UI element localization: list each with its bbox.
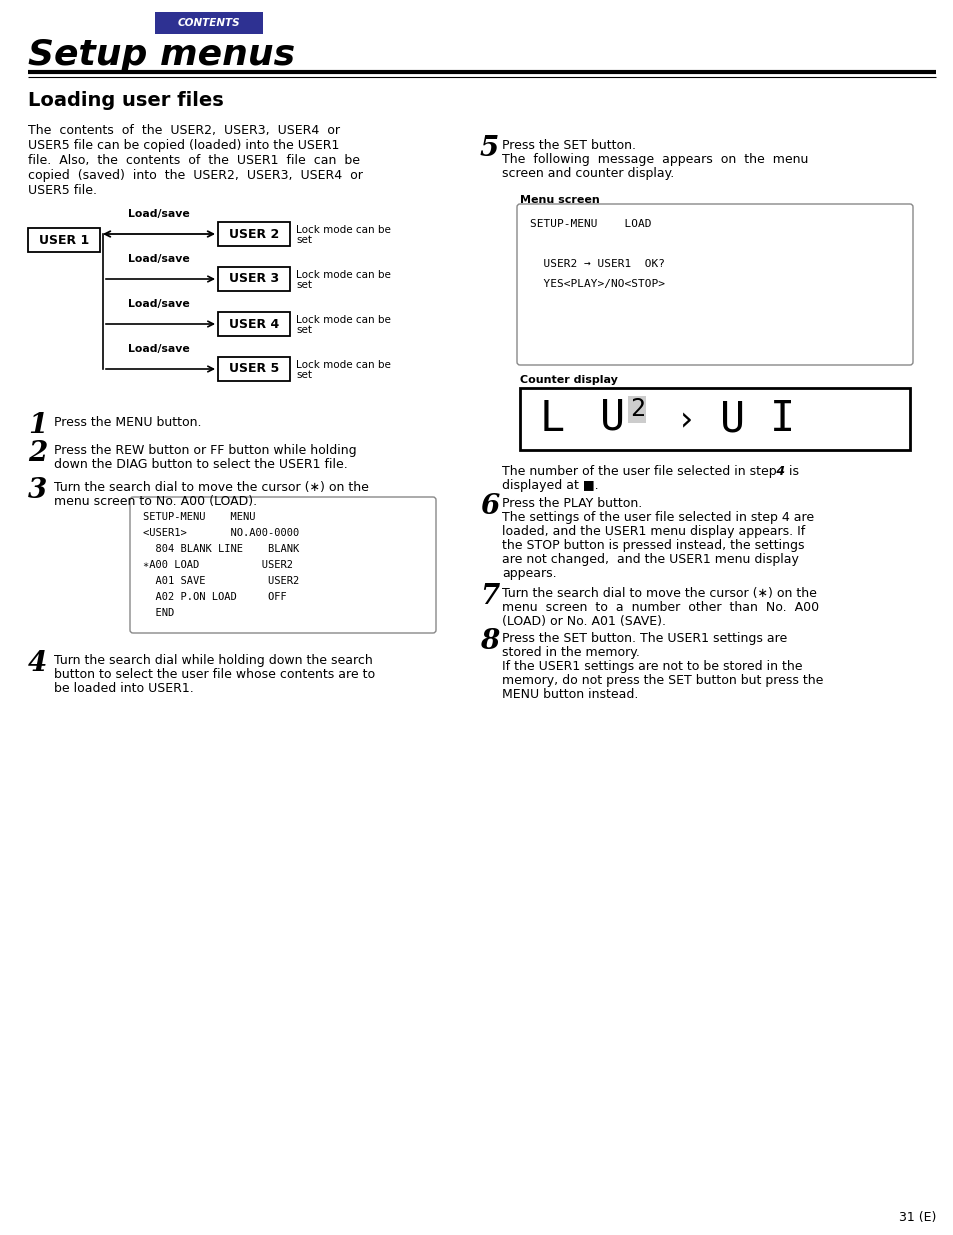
Text: Load/save: Load/save bbox=[128, 345, 190, 354]
Text: 7: 7 bbox=[479, 583, 498, 610]
Text: USER 3: USER 3 bbox=[229, 273, 279, 285]
Text: The  contents  of  the  USER2,  USER3,  USER4  or: The contents of the USER2, USER3, USER4 … bbox=[28, 124, 339, 137]
Text: displayed at ■.: displayed at ■. bbox=[501, 479, 598, 492]
FancyBboxPatch shape bbox=[218, 222, 290, 246]
Text: Load/save: Load/save bbox=[128, 209, 190, 219]
Text: button to select the user file whose contents are to: button to select the user file whose con… bbox=[54, 668, 375, 680]
Text: The settings of the user file selected in step 4 are: The settings of the user file selected i… bbox=[501, 511, 813, 524]
FancyBboxPatch shape bbox=[154, 12, 263, 35]
Text: is: is bbox=[784, 466, 799, 478]
Text: Turn the search dial to move the cursor (∗) on the: Turn the search dial to move the cursor … bbox=[54, 480, 369, 494]
Text: set: set bbox=[295, 280, 312, 290]
Text: I: I bbox=[769, 398, 794, 440]
Text: Press the SET button. The USER1 settings are: Press the SET button. The USER1 settings… bbox=[501, 632, 786, 645]
Text: 4: 4 bbox=[28, 650, 48, 677]
Text: 3: 3 bbox=[28, 477, 48, 504]
Text: Load/save: Load/save bbox=[128, 254, 190, 264]
Text: 4: 4 bbox=[771, 466, 784, 478]
Text: U: U bbox=[599, 396, 624, 438]
Text: <USER1>       NO.A00-0000: <USER1> NO.A00-0000 bbox=[143, 529, 299, 538]
Text: Press the MENU button.: Press the MENU button. bbox=[54, 416, 201, 429]
Text: MENU button instead.: MENU button instead. bbox=[501, 688, 638, 701]
Text: L: L bbox=[539, 398, 564, 440]
Text: set: set bbox=[295, 235, 312, 245]
FancyBboxPatch shape bbox=[130, 496, 436, 634]
Text: CONTENTS: CONTENTS bbox=[177, 19, 240, 28]
Text: Press the REW button or FF button while holding: Press the REW button or FF button while … bbox=[54, 445, 356, 457]
Text: stored in the memory.: stored in the memory. bbox=[501, 646, 639, 659]
FancyBboxPatch shape bbox=[218, 312, 290, 336]
FancyBboxPatch shape bbox=[218, 267, 290, 291]
Text: 804 BLANK LINE    BLANK: 804 BLANK LINE BLANK bbox=[143, 543, 299, 555]
Text: screen and counter display.: screen and counter display. bbox=[501, 167, 674, 180]
FancyBboxPatch shape bbox=[517, 204, 912, 366]
Text: The number of the user file selected in step: The number of the user file selected in … bbox=[501, 466, 776, 478]
Text: Press the PLAY button.: Press the PLAY button. bbox=[501, 496, 641, 510]
Text: USER 4: USER 4 bbox=[229, 317, 279, 331]
Text: USER 1: USER 1 bbox=[39, 233, 89, 247]
Text: file.  Also,  the  contents  of  the  USER1  file  can  be: file. Also, the contents of the USER1 fi… bbox=[28, 154, 359, 167]
Text: are not changed,  and the USER1 menu display: are not changed, and the USER1 menu disp… bbox=[501, 553, 798, 566]
Text: Lock mode can be: Lock mode can be bbox=[295, 225, 391, 235]
Text: be loaded into USER1.: be loaded into USER1. bbox=[54, 682, 193, 695]
Text: USER5 file can be copied (loaded) into the USER1: USER5 file can be copied (loaded) into t… bbox=[28, 140, 339, 152]
Text: YES<PLAY>/NO<STOP>: YES<PLAY>/NO<STOP> bbox=[530, 279, 664, 289]
Text: Lock mode can be: Lock mode can be bbox=[295, 359, 391, 370]
Text: 8: 8 bbox=[479, 629, 498, 655]
Text: set: set bbox=[295, 325, 312, 335]
Text: ›: › bbox=[679, 405, 693, 437]
Text: SETUP-MENU    MENU: SETUP-MENU MENU bbox=[143, 513, 255, 522]
Text: Turn the search dial while holding down the search: Turn the search dial while holding down … bbox=[54, 655, 373, 667]
Text: menu  screen  to  a  number  other  than  No.  A00: menu screen to a number other than No. A… bbox=[501, 601, 819, 614]
Text: the STOP button is pressed instead, the settings: the STOP button is pressed instead, the … bbox=[501, 538, 803, 552]
Text: 1: 1 bbox=[28, 412, 48, 438]
Text: USER5 file.: USER5 file. bbox=[28, 184, 97, 198]
FancyBboxPatch shape bbox=[28, 228, 100, 252]
Text: END: END bbox=[143, 608, 174, 618]
Text: 31 (E): 31 (E) bbox=[898, 1212, 935, 1224]
Text: USER 5: USER 5 bbox=[229, 363, 279, 375]
Text: 6: 6 bbox=[479, 493, 498, 520]
Text: Load/save: Load/save bbox=[128, 299, 190, 309]
Text: A02 P.ON LOAD     OFF: A02 P.ON LOAD OFF bbox=[143, 592, 287, 601]
Text: USER 2: USER 2 bbox=[229, 227, 279, 241]
Text: (LOAD) or No. A01 (SAVE).: (LOAD) or No. A01 (SAVE). bbox=[501, 615, 665, 629]
Text: Counter display: Counter display bbox=[519, 375, 618, 385]
Text: SETUP-MENU    LOAD: SETUP-MENU LOAD bbox=[530, 219, 651, 228]
Text: menu screen to No. A00 (LOAD).: menu screen to No. A00 (LOAD). bbox=[54, 495, 257, 508]
Text: Lock mode can be: Lock mode can be bbox=[295, 270, 391, 280]
Text: down the DIAG button to select the USER1 file.: down the DIAG button to select the USER1… bbox=[54, 458, 348, 471]
Text: set: set bbox=[295, 370, 312, 380]
Text: 5: 5 bbox=[479, 135, 498, 162]
Text: If the USER1 settings are not to be stored in the: If the USER1 settings are not to be stor… bbox=[501, 659, 801, 673]
Text: 2: 2 bbox=[629, 396, 644, 421]
Text: Menu screen: Menu screen bbox=[519, 195, 599, 205]
Text: Loading user files: Loading user files bbox=[28, 90, 224, 110]
Text: Turn the search dial to move the cursor (∗) on the: Turn the search dial to move the cursor … bbox=[501, 587, 816, 600]
FancyBboxPatch shape bbox=[519, 388, 909, 450]
Text: loaded, and the USER1 menu display appears. If: loaded, and the USER1 menu display appea… bbox=[501, 525, 804, 538]
Text: copied  (saved)  into  the  USER2,  USER3,  USER4  or: copied (saved) into the USER2, USER3, US… bbox=[28, 169, 362, 182]
Text: U: U bbox=[720, 398, 744, 440]
Text: The  following  message  appears  on  the  menu: The following message appears on the men… bbox=[501, 153, 807, 165]
Text: A01 SAVE          USER2: A01 SAVE USER2 bbox=[143, 576, 299, 585]
FancyBboxPatch shape bbox=[218, 357, 290, 382]
Text: Press the SET button.: Press the SET button. bbox=[501, 140, 636, 152]
Text: USER2 → USER1  OK?: USER2 → USER1 OK? bbox=[530, 259, 664, 269]
Text: Setup menus: Setup menus bbox=[28, 38, 294, 72]
Text: memory, do not press the SET button but press the: memory, do not press the SET button but … bbox=[501, 674, 822, 687]
Text: ∗A00 LOAD          USER2: ∗A00 LOAD USER2 bbox=[143, 559, 293, 571]
Text: Lock mode can be: Lock mode can be bbox=[295, 315, 391, 325]
Text: appears.: appears. bbox=[501, 567, 556, 580]
Text: 2: 2 bbox=[28, 440, 48, 467]
